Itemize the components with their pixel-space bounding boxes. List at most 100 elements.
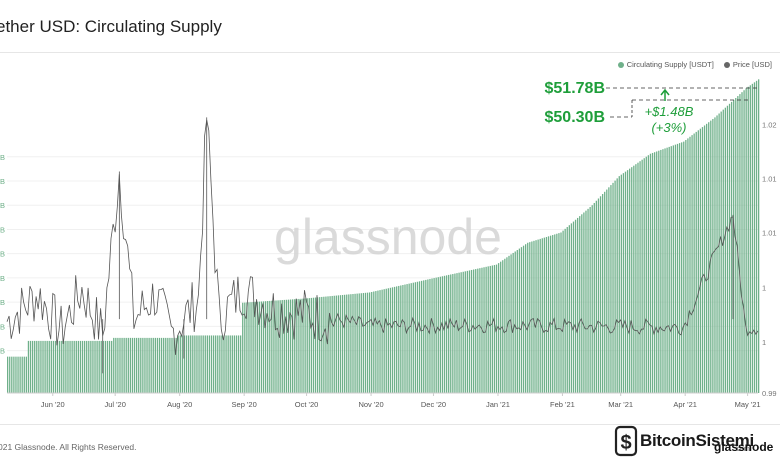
supply-bar bbox=[689, 136, 691, 393]
supply-bar bbox=[198, 335, 200, 393]
supply-bar bbox=[423, 280, 425, 393]
supply-bar bbox=[187, 335, 190, 393]
supply-dot-icon bbox=[617, 61, 624, 68]
supply-bar bbox=[377, 290, 379, 393]
supply-bar bbox=[448, 274, 450, 393]
supply-bar bbox=[275, 300, 277, 393]
supply-bar bbox=[622, 173, 625, 393]
supply-bar bbox=[631, 167, 633, 393]
supply-bar bbox=[606, 189, 608, 393]
supply-bar bbox=[54, 340, 57, 393]
supply-bar bbox=[52, 340, 55, 393]
supply-bar bbox=[42, 340, 44, 393]
supply-bar bbox=[751, 83, 754, 393]
supply-bar bbox=[572, 221, 575, 393]
supply-bar bbox=[300, 298, 302, 393]
supply-bar bbox=[142, 337, 144, 394]
supply-bar bbox=[560, 232, 562, 393]
supply-bar bbox=[414, 282, 417, 393]
x-tick-label: Jan '21 bbox=[486, 400, 510, 409]
supply-bar bbox=[381, 289, 383, 393]
supply-bar bbox=[146, 337, 148, 394]
right-tick-label: 1 bbox=[762, 284, 766, 293]
supply-bar bbox=[620, 174, 622, 393]
supply-bar bbox=[302, 298, 304, 393]
supply-bar bbox=[258, 301, 261, 393]
supply-bar bbox=[217, 335, 219, 393]
supply-bar bbox=[250, 302, 252, 393]
supply-bar bbox=[23, 356, 25, 393]
legend-label-price: Price [USD] bbox=[732, 60, 772, 69]
supply-bar bbox=[73, 340, 75, 393]
supply-bar bbox=[56, 340, 59, 393]
supply-bar bbox=[739, 94, 741, 394]
supply-bar bbox=[685, 139, 687, 393]
supply-bar bbox=[59, 340, 61, 393]
supply-bar bbox=[98, 340, 100, 393]
supply-bar bbox=[129, 337, 132, 394]
supply-bar bbox=[25, 356, 28, 393]
supply-bar bbox=[758, 79, 760, 393]
legend-item-price[interactable]: Price [USD] bbox=[723, 60, 772, 69]
supply-bar bbox=[40, 340, 42, 393]
supply-bar bbox=[77, 340, 80, 393]
supply-bar bbox=[554, 234, 556, 393]
left-tick-label: B bbox=[0, 177, 5, 186]
legend-item-supply[interactable]: Circulating Supply [USDT] bbox=[617, 60, 714, 69]
supply-bar bbox=[743, 90, 745, 394]
supply-bar bbox=[651, 152, 654, 393]
supply-bar bbox=[616, 178, 618, 393]
supply-bar bbox=[81, 340, 84, 393]
supply-bar bbox=[19, 356, 21, 393]
supply-bar bbox=[470, 269, 473, 393]
supply-bar bbox=[206, 335, 208, 393]
supply-bar bbox=[670, 146, 672, 393]
supply-bar bbox=[106, 340, 109, 393]
supply-bar bbox=[368, 292, 371, 393]
supply-bar bbox=[681, 142, 683, 393]
supply-bar bbox=[558, 233, 560, 393]
supply-bar bbox=[341, 294, 344, 393]
supply-bar bbox=[44, 340, 46, 393]
supply-bar bbox=[483, 267, 485, 393]
right-tick-label: 0.99 bbox=[762, 389, 777, 398]
brand-logo: $ BitcoinSistemi .com bbox=[612, 424, 754, 458]
supply-bar bbox=[387, 288, 389, 393]
supply-bar bbox=[237, 335, 240, 393]
supply-bar bbox=[71, 340, 73, 393]
supply-bar bbox=[65, 340, 67, 393]
supply-bar bbox=[639, 161, 641, 393]
supply-bar bbox=[15, 356, 17, 393]
supply-bar bbox=[135, 337, 138, 394]
supply-bar bbox=[454, 273, 456, 393]
supply-bar bbox=[512, 252, 514, 393]
supply-bar bbox=[190, 335, 192, 393]
supply-bar bbox=[597, 198, 600, 393]
supply-bar bbox=[252, 302, 254, 393]
supply-bar bbox=[88, 340, 90, 393]
supply-bar bbox=[11, 356, 13, 393]
supply-bar bbox=[577, 217, 579, 393]
supply-bar bbox=[435, 277, 437, 393]
supply-bar bbox=[127, 337, 129, 394]
supply-bar bbox=[9, 356, 11, 393]
supply-bar bbox=[314, 297, 317, 393]
supply-bar bbox=[356, 293, 358, 393]
supply-bar bbox=[500, 261, 502, 393]
supply-bar bbox=[362, 293, 365, 393]
left-tick-label: B bbox=[0, 201, 5, 210]
supply-bar bbox=[543, 237, 546, 393]
supply-bar bbox=[344, 294, 346, 393]
supply-bar bbox=[601, 194, 604, 393]
supply-bar bbox=[747, 86, 749, 394]
supply-bar bbox=[703, 125, 706, 393]
supply-bars bbox=[7, 79, 760, 394]
supply-bar bbox=[358, 293, 360, 393]
chart-title: ether USD: Circulating Supply bbox=[0, 17, 222, 36]
supply-bar bbox=[285, 299, 288, 393]
supply-bar bbox=[264, 301, 267, 393]
copyright-text: 021 Glassnode. All Rights Reserved. bbox=[0, 442, 137, 452]
supply-bar bbox=[637, 162, 639, 393]
supply-bar bbox=[666, 147, 668, 393]
left-tick-label: B bbox=[0, 153, 5, 162]
